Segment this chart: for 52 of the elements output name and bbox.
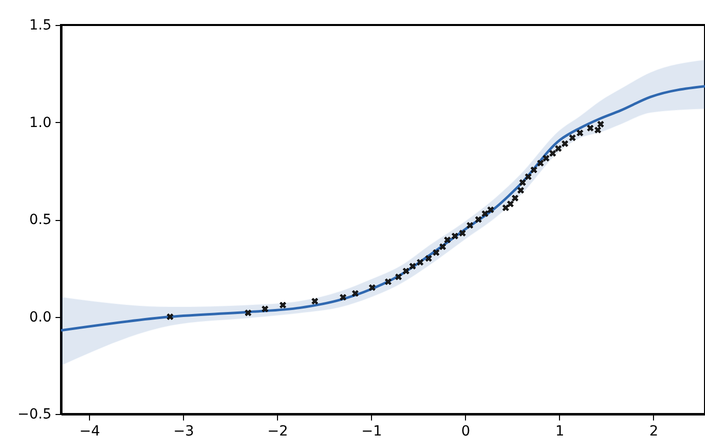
y-tick-label: 1.5 <box>29 18 52 34</box>
point <box>444 236 451 244</box>
point <box>166 313 174 320</box>
point <box>549 150 556 157</box>
point <box>519 179 526 186</box>
line-series <box>61 85 705 332</box>
point <box>244 310 252 316</box>
point <box>537 160 544 166</box>
point <box>562 140 568 147</box>
point <box>507 200 514 208</box>
point <box>512 194 518 202</box>
x-tick-label: −3 <box>173 424 194 440</box>
point <box>368 284 376 291</box>
y-tick-label: 0.0 <box>29 309 52 326</box>
point <box>384 278 392 286</box>
point <box>530 166 538 174</box>
x-tick-label: −4 <box>79 424 100 440</box>
x-tick-label: 1 <box>555 424 564 440</box>
point <box>439 243 446 250</box>
point <box>569 134 576 142</box>
point <box>459 230 466 236</box>
point <box>425 255 432 262</box>
point <box>312 298 318 305</box>
point <box>466 222 474 229</box>
point <box>262 306 268 312</box>
point <box>482 210 488 217</box>
point <box>524 173 532 180</box>
y-tick-label: 0.5 <box>29 212 52 228</box>
point <box>517 186 524 194</box>
point <box>409 262 416 270</box>
point <box>416 258 424 266</box>
point <box>586 124 594 132</box>
x-tick-label: 0 <box>461 424 470 440</box>
point <box>542 154 550 162</box>
y-tick-label: 1.0 <box>29 114 52 131</box>
point <box>280 302 286 308</box>
point <box>475 216 482 223</box>
point <box>402 268 410 274</box>
point <box>576 130 584 136</box>
x-tick-label: 2 <box>649 424 658 440</box>
point <box>432 249 440 256</box>
point <box>487 206 494 214</box>
point <box>395 274 402 280</box>
point <box>594 126 602 134</box>
y-tick-label: −0.5 <box>18 406 52 422</box>
point <box>597 120 604 128</box>
point <box>555 145 562 152</box>
point <box>452 232 458 240</box>
point <box>340 294 346 301</box>
x-tick-label: −2 <box>267 424 288 440</box>
point <box>352 290 359 297</box>
x-tick-label: −1 <box>361 424 382 440</box>
